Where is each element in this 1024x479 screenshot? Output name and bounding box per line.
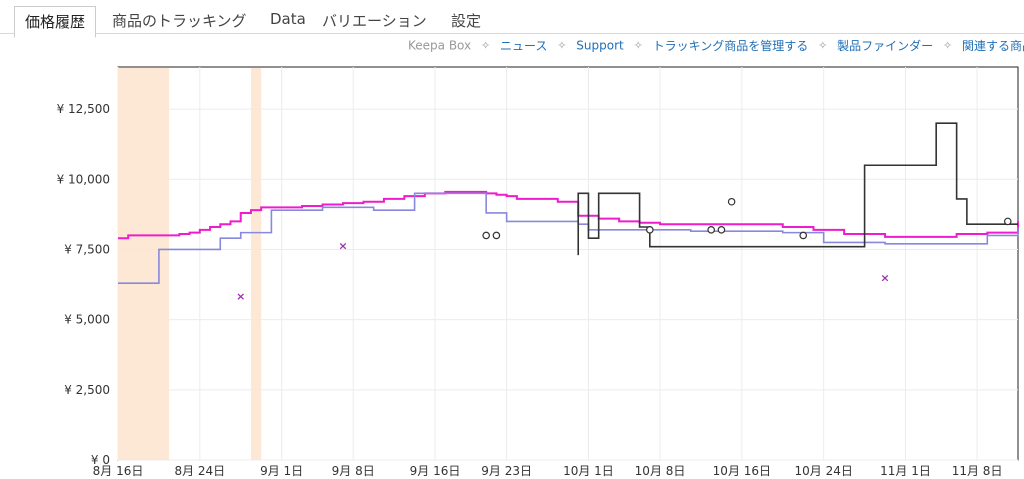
cross-marker: × [338, 239, 347, 252]
y-tick-label: ¥ 7,500 [64, 242, 110, 256]
tab-bar-divider [0, 33, 1024, 34]
quick-links: Keepa Box ✧ ニュース ✧ Support ✧ トラッキング商品を管理… [408, 37, 1024, 55]
cross-marker: × [880, 272, 889, 285]
y-tick-label: ¥ 12,500 [57, 102, 110, 116]
plot-area [117, 66, 1019, 461]
x-tick-label: 8月 16日 [93, 464, 144, 478]
y-tick-label: ¥ 5,000 [64, 313, 110, 327]
tab-bar: 価格履歴 商品のトラッキング Data バリエーション 設定 [0, 0, 1024, 38]
cross-marker: × [236, 290, 245, 303]
link-support[interactable]: Support [576, 38, 624, 53]
x-tick-label: 10月 1日 [563, 464, 614, 478]
y-tick-label: ¥ 2,500 [64, 383, 110, 397]
tab-settings[interactable]: 設定 [451, 12, 482, 30]
x-tick-label: 11月 1日 [880, 464, 931, 478]
x-tick-label: 9月 16日 [410, 464, 461, 478]
x-tick-label: 10月 24日 [795, 464, 853, 478]
tab-variations[interactable]: バリエーション [322, 12, 427, 30]
x-tick-label: 10月 8日 [635, 464, 686, 478]
series-line [577, 122, 1018, 256]
circle-marker [727, 197, 736, 206]
four-point-star-icon: ✧ [818, 39, 828, 52]
circle-marker [1003, 217, 1012, 226]
four-point-star-icon: ✧ [557, 39, 567, 52]
circle-marker [707, 226, 715, 234]
link-find-related[interactable]: 関連する商品を探す [962, 39, 1024, 53]
circle-marker [646, 226, 654, 234]
circle-marker [492, 231, 501, 240]
four-point-star-icon: ✧ [480, 39, 491, 52]
tab-price-history[interactable]: 価格履歴 [14, 6, 97, 38]
four-point-star-icon: ✧ [633, 39, 643, 52]
circle-marker [482, 231, 490, 240]
link-keepa-box[interactable]: Keepa Box [408, 38, 472, 53]
x-tick-label: 11月 8日 [952, 464, 1003, 478]
four-point-star-icon: ✧ [942, 39, 953, 52]
x-tick-label: 9月 1日 [260, 464, 303, 478]
circle-marker [717, 226, 726, 234]
x-tick-label: 10月 16日 [713, 464, 771, 478]
tab-data[interactable]: Data [270, 10, 306, 28]
y-tick-label: ¥ 0 [91, 453, 110, 467]
y-tick-label: ¥ 10,000 [57, 172, 110, 186]
x-tick-label: 8月 24日 [174, 464, 225, 478]
out-of-stock-band [250, 68, 262, 460]
x-tick-label: 9月 23日 [481, 464, 532, 478]
link-news[interactable]: ニュース [500, 39, 548, 53]
out-of-stock-band [118, 68, 170, 460]
link-product-finder[interactable]: 製品ファインダー [837, 39, 934, 53]
link-manage-tracking[interactable]: トラッキング商品を管理する [652, 39, 809, 53]
circle-marker [799, 231, 808, 240]
tab-product-tracking[interactable]: 商品のトラッキング [112, 12, 247, 30]
series-line [118, 192, 1019, 284]
x-tick-label: 9月 8日 [332, 464, 375, 478]
